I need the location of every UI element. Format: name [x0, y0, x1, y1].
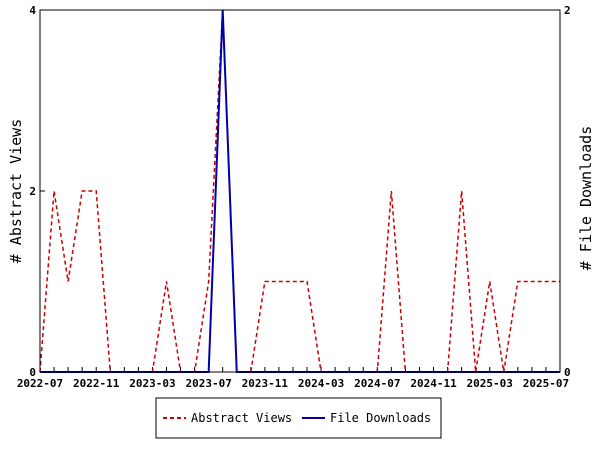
x-tick-label: 2022-07 — [17, 377, 63, 390]
series-line-abstract-views — [39, 9, 560, 373]
y-axis-title: # Abstract Views — [7, 119, 25, 264]
y-tick-label: 2 — [29, 185, 36, 198]
y2-tick-label: 2 — [564, 4, 571, 17]
ticks-layer — [39, 9, 561, 373]
labels-layer: 2022-07 2022-11 2023-03 2023-07 2023-11 2024-… — [17, 4, 571, 390]
x-tick-label: 2025-07 — [523, 377, 569, 390]
x-tick-label: 2024-11 — [410, 377, 457, 390]
y-tick-label: 0 — [29, 366, 36, 379]
legend: Abstract Views File Downloads — [155, 397, 442, 439]
legend-label-abstract-views: Abstract Views — [191, 411, 292, 425]
x-tick-label: 2023-07 — [185, 377, 231, 390]
x-tick-label: 2025-03 — [467, 377, 513, 390]
series-layer — [39, 9, 560, 373]
x-tick-label: 2022-11 — [73, 377, 120, 390]
legend-box — [155, 397, 442, 439]
x-tick-label: 2024-07 — [354, 377, 400, 390]
plot-area-frame — [39, 9, 561, 373]
x-tick-label: 2023-03 — [129, 377, 175, 390]
legend-label-file-downloads: File Downloads — [330, 411, 431, 425]
y-tick-label: 4 — [29, 4, 36, 17]
x-tick-label: 2024-03 — [298, 377, 344, 390]
y2-tick-label: 0 — [564, 366, 571, 379]
series-line-file-downloads — [40, 9, 560, 373]
y2-axis-title: # File Downloads — [577, 126, 595, 271]
x-tick-label: 2023-11 — [242, 377, 289, 390]
